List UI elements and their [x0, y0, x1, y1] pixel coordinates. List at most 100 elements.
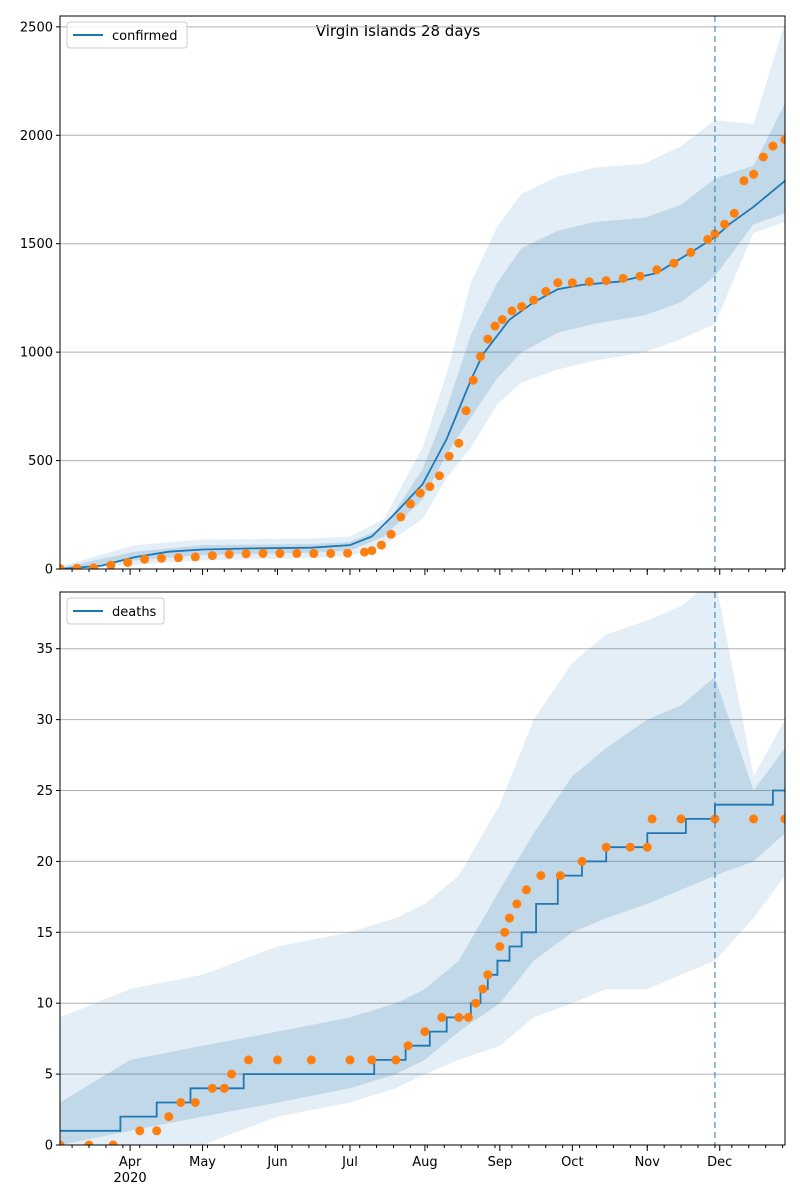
month-tick-label: Oct [561, 1155, 583, 1170]
deaths-observed-point [601, 842, 611, 852]
deaths-observed-point [710, 814, 720, 824]
confirmed-legend-box [66, 21, 188, 49]
deaths-observed-point [437, 1012, 447, 1022]
deaths-legend-box [66, 597, 165, 625]
confirmed-observed-point [376, 540, 386, 550]
deaths-ytick-label: 15 [36, 926, 53, 941]
deaths-ytick-label: 0 [45, 1139, 53, 1154]
confirmed-observed-point [749, 169, 759, 179]
deaths-ytick-label: 5 [45, 1068, 53, 1083]
confirmed-observed-point [343, 548, 353, 558]
month-tick-label: Aug [412, 1155, 437, 1170]
deaths-observed-point [536, 871, 546, 881]
month-tick-label: Dec [707, 1155, 732, 1170]
confirmed-ytick-label: 1000 [20, 346, 53, 361]
deaths-observed-point [60, 1140, 65, 1145]
confirmed-observed-point [60, 564, 65, 569]
confirmed-observed-point [476, 352, 485, 361]
confirmed-axes-frame [59, 15, 786, 570]
deaths-observed-point [244, 1055, 253, 1065]
deaths-observed-point [495, 942, 505, 951]
confirmed-observed-point [490, 321, 500, 331]
deaths-model-line [60, 789, 785, 1132]
deaths-legend: deaths [66, 597, 165, 625]
confirmed-observed-point [386, 529, 396, 539]
confirmed-observed-point [720, 219, 730, 229]
confirmed-observed-point [635, 271, 645, 281]
confirmed-observed-point [483, 334, 493, 344]
confirmed-ytick-label: 500 [28, 454, 53, 469]
deaths-observed-point [555, 871, 565, 881]
deaths-observed-point [152, 1126, 162, 1136]
deaths-observed-point [84, 1140, 94, 1145]
confirmed-observed-point [669, 258, 679, 268]
deaths-observed-point [478, 984, 488, 994]
confirmed-observed-point [207, 551, 217, 561]
confirmed-observed-point [224, 549, 234, 559]
deaths-ytick-label: 35 [36, 642, 53, 657]
confirmed-observed-point [686, 247, 696, 257]
confirmed-observed-point [157, 553, 166, 563]
confirmed-ytick-label: 2500 [20, 20, 53, 35]
confirmed-legend-label: confirmed [112, 29, 178, 44]
deaths-observed-point [176, 1098, 186, 1107]
confirmed-ytick-label: 0 [45, 563, 53, 578]
deaths-observed-point [625, 842, 635, 852]
month-tick-label: Jul [341, 1155, 358, 1170]
deaths-observed-point [135, 1126, 145, 1136]
confirmed-observed-point [444, 451, 454, 461]
deaths-plot-area [60, 592, 785, 1145]
confirmed-plot-area [60, 22, 785, 569]
confirmed-observed-point [758, 152, 768, 162]
confirmed-outer-band [60, 22, 785, 569]
deaths-axes-frame [59, 591, 786, 1146]
confirmed-observed-point [703, 234, 713, 244]
deaths-observed-point [403, 1041, 413, 1051]
figure-title: Virgin Islands 28 days [316, 22, 481, 40]
confirmed-observed-point [601, 276, 611, 286]
month-tick-label: Apr [119, 1155, 142, 1170]
confirmed-observed-point [292, 548, 302, 558]
confirmed-observed-point [652, 265, 662, 275]
deaths-ytick-label: 30 [36, 713, 53, 728]
deaths-observed-point [207, 1083, 217, 1093]
month-tick-label: Nov [635, 1155, 661, 1170]
deaths-observed-point [647, 814, 657, 824]
confirmed-observed-point [434, 471, 444, 481]
deaths-observed-point [749, 814, 759, 824]
deaths-observed-point [483, 970, 493, 980]
deaths-outer-band [60, 592, 785, 1145]
confirmed-observed-point [396, 512, 406, 522]
confirmed-observed-point [415, 488, 425, 498]
deaths-observed-point [391, 1055, 401, 1065]
year-tick-label: 2020 [114, 1171, 147, 1186]
confirmed-inner-band [60, 102, 785, 569]
confirmed-observed-point [567, 278, 577, 288]
deaths-observed-point [108, 1140, 118, 1145]
confirmed-observed-point [89, 563, 99, 569]
confirmed-legend: confirmed [66, 21, 188, 49]
confirmed-observed-point [367, 546, 377, 556]
confirmed-observed-point [425, 482, 435, 492]
confirmed-ytick-label: 2000 [20, 129, 53, 144]
deaths-ytick-label: 10 [36, 997, 53, 1012]
deaths-observed-point [505, 913, 514, 923]
confirmed-observed-point [72, 563, 82, 569]
confirmed-observed-point [541, 286, 551, 296]
confirmed-observed-point [507, 306, 517, 316]
deaths-observed-point [577, 856, 587, 866]
confirmed-ytick-label: 1500 [20, 237, 53, 252]
confirmed-panel: 0 500 1000 1500 2000 2500 confirmed [20, 15, 786, 578]
confirmed-observed-point [173, 553, 183, 563]
deaths-observed-point [190, 1098, 200, 1107]
deaths-observed-point [463, 1012, 473, 1022]
deaths-observed-point [642, 842, 652, 852]
confirmed-observed-point [739, 176, 749, 186]
confirmed-observed-point [140, 554, 150, 564]
deaths-legend-label: deaths [112, 605, 157, 620]
deaths-observed-point [521, 885, 531, 895]
confirmed-observed-point [529, 295, 539, 305]
confirmed-observed-point [780, 135, 785, 145]
deaths-inner-band [60, 677, 785, 1145]
deaths-observed-point [420, 1027, 430, 1037]
